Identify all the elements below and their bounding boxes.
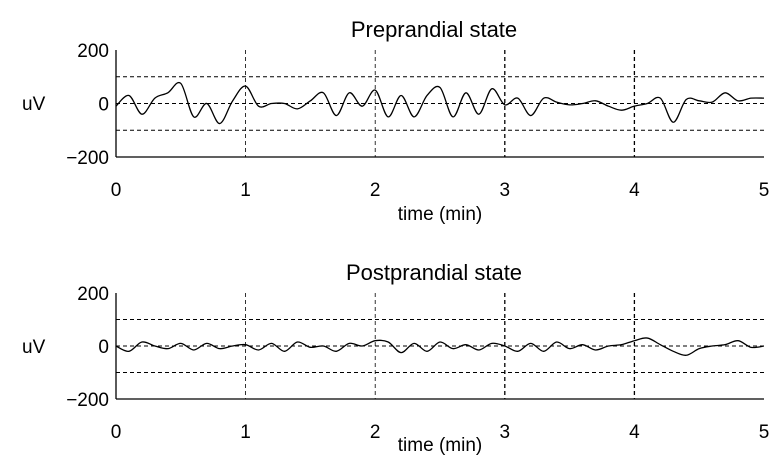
postprandial-ytick-label: −200 xyxy=(66,390,109,411)
preprandial-ytick-label: 0 xyxy=(98,95,109,116)
preprandial-xtick-label: 1 xyxy=(240,180,251,201)
postprandial-ylabel: uV xyxy=(22,337,46,358)
preprandial-xtick-label: 2 xyxy=(370,180,381,201)
preprandial-panel: Preprandial state uV time (min) 2000−200… xyxy=(22,17,769,225)
preprandial-xtick-label: 0 xyxy=(111,180,122,201)
postprandial-xtick-label: 4 xyxy=(629,422,640,443)
preprandial-xlabel: time (min) xyxy=(398,204,482,225)
preprandial-xtick-label: 3 xyxy=(500,180,511,201)
postprandial-xtick-label: 0 xyxy=(111,422,122,443)
postprandial-title: Postprandial state xyxy=(346,260,522,285)
postprandial-xtick-label: 3 xyxy=(500,422,511,443)
preprandial-ylabel: uV xyxy=(22,94,46,115)
preprandial-xtick-label: 5 xyxy=(759,180,770,201)
postprandial-xlabel: time (min) xyxy=(398,435,482,456)
preprandial-ytick-label: −200 xyxy=(66,148,109,169)
postprandial-panel: Postprandial state uV time (min) 2000−20… xyxy=(22,260,769,456)
preprandial-series-line-0 xyxy=(115,81,765,125)
preprandial-xtick-label: 4 xyxy=(629,180,640,201)
postprandial-xtick-label: 1 xyxy=(240,422,251,443)
postprandial-xtick-label: 5 xyxy=(759,422,770,443)
preprandial-ytick-label: 200 xyxy=(77,41,109,62)
postprandial-series-line-0 xyxy=(115,337,765,356)
postprandial-ytick-label: 0 xyxy=(98,337,109,358)
postprandial-ytick-label: 200 xyxy=(77,284,109,305)
postprandial-xtick-label: 2 xyxy=(370,422,381,443)
preprandial-title: Preprandial state xyxy=(351,17,517,42)
